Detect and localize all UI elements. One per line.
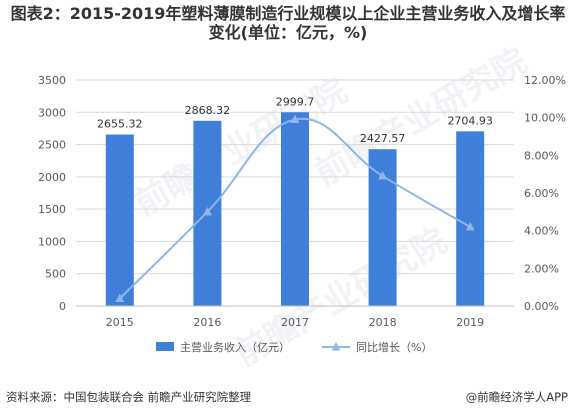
axis-layer: 0 500 1000 1500 2000 2500 3000 3500 0.00% 2.00% 4.… bbox=[38, 74, 566, 329]
chart-svg: 2655.32 2868.32 2999.7 2427.57 2704.93 0 500 1… bbox=[38, 74, 566, 354]
bar-data-label: 2704.93 bbox=[447, 114, 493, 127]
chart-title: 图表2：2015-2019年塑料薄膜制造行业规模以上企业主营业务收入及增长率变化… bbox=[10, 4, 566, 42]
y2-tick-label: 2.00% bbox=[524, 262, 559, 275]
legend-bar-swatch bbox=[156, 342, 174, 351]
x-tick-label: 2019 bbox=[456, 316, 484, 329]
growth-point bbox=[290, 114, 300, 124]
x-tick-label: 2016 bbox=[193, 316, 221, 329]
bar-layer bbox=[105, 112, 485, 306]
y2-tick-label: 4.00% bbox=[524, 225, 559, 238]
y-tick-label: 2500 bbox=[38, 139, 66, 152]
y2-tick-label: 6.00% bbox=[524, 187, 559, 200]
y-tick-label: 3000 bbox=[38, 106, 66, 119]
bar bbox=[281, 112, 309, 306]
y-tick-label: 0 bbox=[59, 300, 66, 313]
x-tick-label: 2015 bbox=[106, 316, 134, 329]
bar-data-label: 2868.32 bbox=[185, 104, 231, 117]
x-tick-label: 2018 bbox=[369, 316, 397, 329]
y2-tick-label: 12.00% bbox=[524, 74, 566, 87]
y-tick-label: 3500 bbox=[38, 74, 66, 87]
legend-line-marker bbox=[331, 342, 341, 351]
y-tick-label: 1000 bbox=[38, 235, 66, 248]
y-tick-label: 2000 bbox=[38, 171, 66, 184]
chart-area: 2655.32 2868.32 2999.7 2427.57 2704.93 0 500 1… bbox=[0, 50, 576, 380]
y2-tick-label: 10.00% bbox=[524, 112, 566, 125]
bar-data-label: 2427.57 bbox=[360, 132, 406, 145]
y2-tick-label: 8.00% bbox=[524, 149, 559, 162]
source-note: 资料来源：中国包装联合会 前瞻产业研究院整理 bbox=[6, 390, 252, 404]
growth-point bbox=[115, 293, 125, 302]
line-layer bbox=[115, 114, 475, 302]
legend-line-label: 同比增长（%） bbox=[356, 340, 432, 354]
x-tick-label: 2017 bbox=[281, 316, 309, 329]
bar bbox=[456, 131, 485, 306]
brand-note: @前瞻经济学人APP bbox=[465, 390, 568, 404]
legend-layer: 主营业务收入（亿元） 同比增长（%） bbox=[156, 340, 432, 354]
growth-point bbox=[378, 171, 388, 180]
growth-point bbox=[465, 221, 475, 231]
y2-tick-label: 0.00% bbox=[524, 300, 559, 313]
legend-bar-label: 主营业务收入（亿元） bbox=[180, 340, 290, 354]
bar-data-label: 2655.32 bbox=[97, 118, 143, 131]
label-layer: 2655.32 2868.32 2999.7 2427.57 2704.93 bbox=[97, 95, 493, 145]
bar bbox=[105, 134, 134, 306]
growth-point bbox=[202, 206, 212, 216]
y-tick-label: 500 bbox=[45, 268, 66, 281]
y-tick-label: 1500 bbox=[38, 203, 66, 216]
bar-data-label: 2999.7 bbox=[276, 95, 315, 108]
